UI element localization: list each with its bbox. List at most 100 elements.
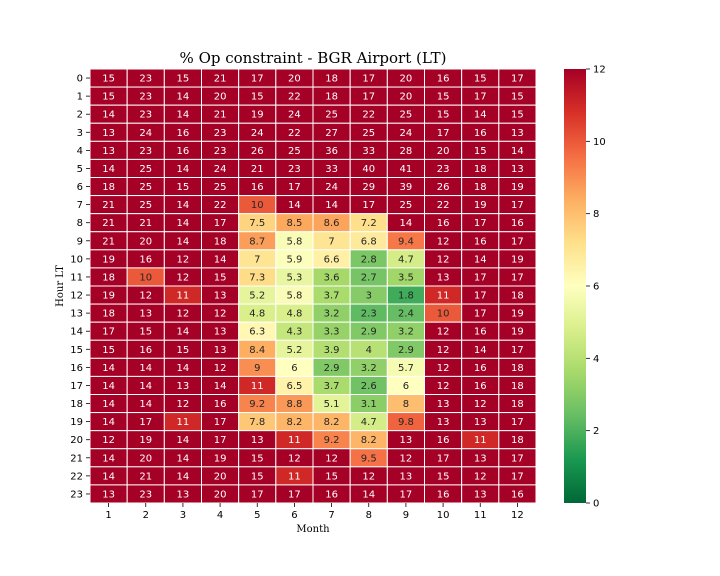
cell-value-label: 20 (214, 92, 227, 103)
cell-value-label: 17 (511, 236, 524, 247)
cell-value-label: 17 (362, 92, 375, 103)
cell-value-label: 4 (366, 345, 372, 356)
cell-value-label: 3.5 (398, 272, 414, 283)
cell-value-label: 7.2 (361, 218, 377, 229)
cell-value-label: 14 (102, 471, 115, 482)
cell-value-label: 6.8 (361, 236, 377, 247)
cell-value-label: 8 (403, 399, 409, 410)
cell-value-label: 17 (511, 453, 524, 464)
colorbar-tick-label: 2 (593, 426, 599, 437)
cell-value-label: 21 (214, 110, 227, 121)
cell-value-label: 16 (474, 327, 487, 338)
cell-value-label: 19 (139, 435, 152, 446)
cell-value-label: 13 (102, 146, 115, 157)
cell-value-label: 18 (511, 399, 524, 410)
cell-value-label: 8.2 (324, 417, 340, 428)
cell-value-label: 9.2 (324, 435, 340, 446)
cell-value-label: 9.5 (361, 453, 377, 464)
cell-value-label: 11 (177, 417, 190, 428)
cell-value-label: 17 (437, 128, 450, 139)
cell-value-label: 9 (254, 363, 260, 374)
cell-value-label: 9.2 (249, 399, 265, 410)
cell-value-label: 17 (474, 291, 487, 302)
cell-value-label: 24 (214, 164, 227, 175)
cell-value-label: 6 (403, 381, 409, 392)
cell-value-label: 14 (325, 200, 338, 211)
cell-value-label: 12 (214, 363, 227, 374)
y-tick-label: 18 (70, 399, 83, 410)
cell-value-label: 20 (214, 489, 227, 500)
cell-value-label: 23 (139, 110, 152, 121)
cell-value-label: 25 (139, 200, 152, 211)
cell-value-label: 19 (102, 291, 115, 302)
cell-value-label: 5.1 (324, 399, 340, 410)
cell-value-label: 3.3 (324, 327, 340, 338)
cell-value-label: 17 (474, 309, 487, 320)
cell-value-label: 16 (474, 128, 487, 139)
cell-value-label: 17 (511, 200, 524, 211)
cell-value-label: 14 (177, 218, 190, 229)
cell-value-label: 20 (437, 146, 450, 157)
cell-value-label: 39 (400, 182, 413, 193)
cell-value-label: 20 (400, 74, 413, 85)
cell-value-label: 14 (474, 110, 487, 121)
cell-value-label: 14 (177, 363, 190, 374)
cell-value-label: 24 (251, 128, 264, 139)
cell-value-label: 12 (177, 254, 190, 265)
cell-value-label: 15 (474, 74, 487, 85)
x-tick-label: 1 (105, 510, 111, 521)
cell-value-label: 12 (474, 399, 487, 410)
colorbar-tick-label: 10 (593, 137, 606, 148)
cell-value-label: 7.3 (249, 272, 265, 283)
cell-value-label: 25 (288, 146, 301, 157)
cell-value-label: 17 (362, 200, 375, 211)
cell-value-label: 33 (325, 164, 338, 175)
cell-value-label: 9.8 (398, 417, 414, 428)
cell-value-label: 4.8 (286, 309, 302, 320)
cell-value-label: 15 (437, 92, 450, 103)
y-tick-label: 12 (70, 291, 83, 302)
cell-value-label: 14 (102, 453, 115, 464)
cell-value-label: 17 (437, 453, 450, 464)
cell-value-label: 14 (177, 236, 190, 247)
cell-value-label: 11 (437, 291, 450, 302)
cell-value-label: 20 (139, 236, 152, 247)
x-tick-label: 10 (437, 510, 450, 521)
cell-value-label: 12 (400, 453, 413, 464)
cell-value-label: 18 (325, 92, 338, 103)
cell-value-label: 16 (437, 435, 450, 446)
cell-value-label: 15 (177, 345, 190, 356)
x-tick-label: 7 (328, 510, 334, 521)
cell-value-label: 5.3 (286, 272, 302, 283)
cell-value-label: 14 (139, 363, 152, 374)
cell-value-label: 17 (511, 471, 524, 482)
cell-value-label: 6.6 (324, 254, 340, 265)
cell-value-label: 25 (400, 200, 413, 211)
cell-value-label: 12 (102, 435, 115, 446)
cell-value-label: 15 (437, 110, 450, 121)
cell-value-label: 17 (474, 92, 487, 103)
cell-value-label: 14 (102, 363, 115, 374)
y-tick-label: 0 (77, 74, 83, 85)
cell-value-label: 15 (251, 471, 264, 482)
cell-value-label: 14 (362, 489, 375, 500)
cell-value-label: 16 (139, 345, 152, 356)
x-tick-label: 3 (180, 510, 186, 521)
y-tick-label: 1 (77, 92, 83, 103)
cell-value-label: 13 (214, 327, 227, 338)
cell-value-label: 8.8 (286, 399, 302, 410)
colorbar-tick-label: 4 (593, 354, 599, 365)
y-tick-label: 14 (70, 327, 83, 338)
cell-value-label: 17 (214, 435, 227, 446)
cell-value-label: 7.5 (249, 218, 265, 229)
cell-value-label: 25 (139, 164, 152, 175)
cell-value-label: 19 (511, 182, 524, 193)
cell-value-label: 14 (177, 110, 190, 121)
cell-value-label: 16 (474, 236, 487, 247)
cell-value-label: 41 (400, 164, 413, 175)
cell-value-label: 14 (102, 399, 115, 410)
cell-value-label: 16 (214, 399, 227, 410)
cell-value-label: 9.4 (398, 236, 414, 247)
